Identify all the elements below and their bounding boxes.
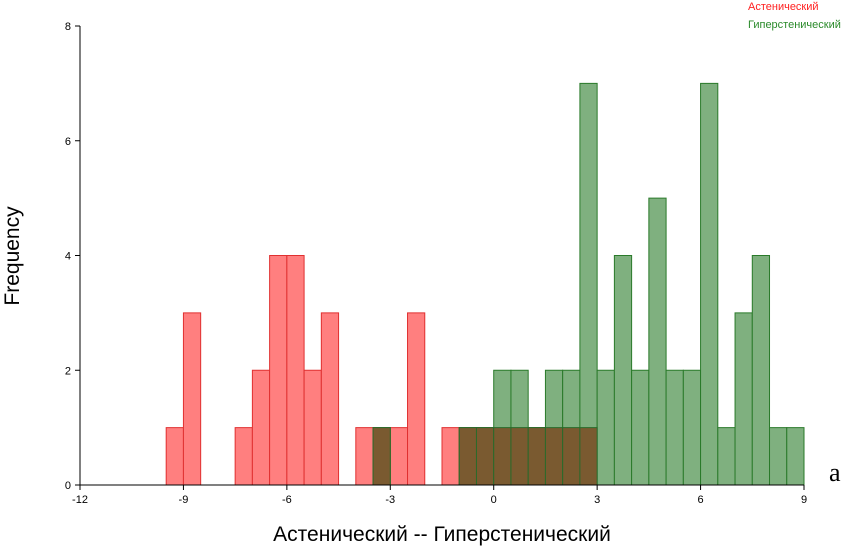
x-tick-label: 6 (698, 494, 704, 506)
hypersthenic-bar-11 (631, 369, 650, 486)
y-tick-label: 4 (65, 251, 71, 263)
overlap-bar-1 (458, 427, 477, 486)
hypersthenic-bar-10 (613, 255, 633, 486)
hypersthenic-bar-18 (751, 255, 771, 486)
astenic-bar-12 (441, 427, 460, 486)
y-tick-label: 6 (65, 136, 71, 148)
x-axis-title: Астенический -- Гиперстенический (273, 523, 611, 546)
overlap-bar-2 (475, 427, 495, 486)
hypersthenic-bar-15 (700, 82, 719, 486)
x-tick-label: -12 (72, 494, 88, 506)
astenic-bar-2 (234, 427, 253, 486)
y-axis-title: Frequency (1, 206, 24, 306)
x-tick-label: 0 (491, 494, 497, 506)
legend-item-astenic: Астенический (748, 1, 819, 13)
astenic-bar-11 (407, 312, 426, 486)
astenic-bar-8 (355, 427, 374, 486)
astenic-bar-7 (320, 312, 340, 486)
overlap-bar-8 (579, 427, 598, 486)
hypersthenic-bar-16 (717, 427, 736, 486)
astenic-bar-4 (269, 255, 288, 486)
astenic-bar-0 (165, 427, 184, 486)
hypersthenic-bar-17 (734, 312, 753, 486)
hypersthenic-bar-13 (665, 369, 684, 486)
legend: Астенический Гиперстенический (748, 1, 841, 31)
legend-item-hypersthenic: Гиперстенический (748, 19, 841, 31)
astenic-bar-3 (251, 369, 271, 486)
x-tick-label: 9 (801, 494, 807, 506)
overlap-layer (372, 427, 598, 486)
overlap-bar-3 (493, 427, 512, 486)
x-tick-label: -6 (282, 494, 292, 506)
overlap-bar-4 (510, 427, 529, 486)
astenic-bar-1 (182, 312, 202, 486)
hypersthenic-bar-9 (596, 369, 615, 486)
hypersthenic-bar-20 (786, 427, 805, 486)
hypersthenic-bar-14 (682, 369, 702, 486)
hypersthenic-bar-12 (648, 197, 667, 486)
hypersthenic-bar-8 (579, 82, 598, 486)
panel-label: a (829, 458, 841, 487)
x-tick-label: 3 (594, 494, 600, 506)
overlap-bar-6 (544, 427, 564, 486)
astenic-bar-10 (389, 427, 409, 486)
astenic-bar-5 (286, 255, 305, 486)
overlap-bar-0 (372, 427, 391, 486)
bars-layer (165, 82, 805, 486)
overlap-bar-5 (527, 427, 546, 486)
overlap-bar-7 (562, 427, 581, 486)
y-tick-label: 8 (65, 21, 71, 33)
y-tick-label: 2 (65, 365, 71, 377)
x-tick-label: -9 (179, 494, 189, 506)
ticks-layer: -12 -9 -6 -3 0 3 6 9 0 2 4 6 8 (65, 21, 807, 506)
y-tick-label: 0 (65, 480, 71, 492)
astenic-bar-6 (303, 369, 322, 486)
x-tick-label: -3 (385, 494, 395, 506)
hypersthenic-bar-19 (769, 427, 788, 486)
